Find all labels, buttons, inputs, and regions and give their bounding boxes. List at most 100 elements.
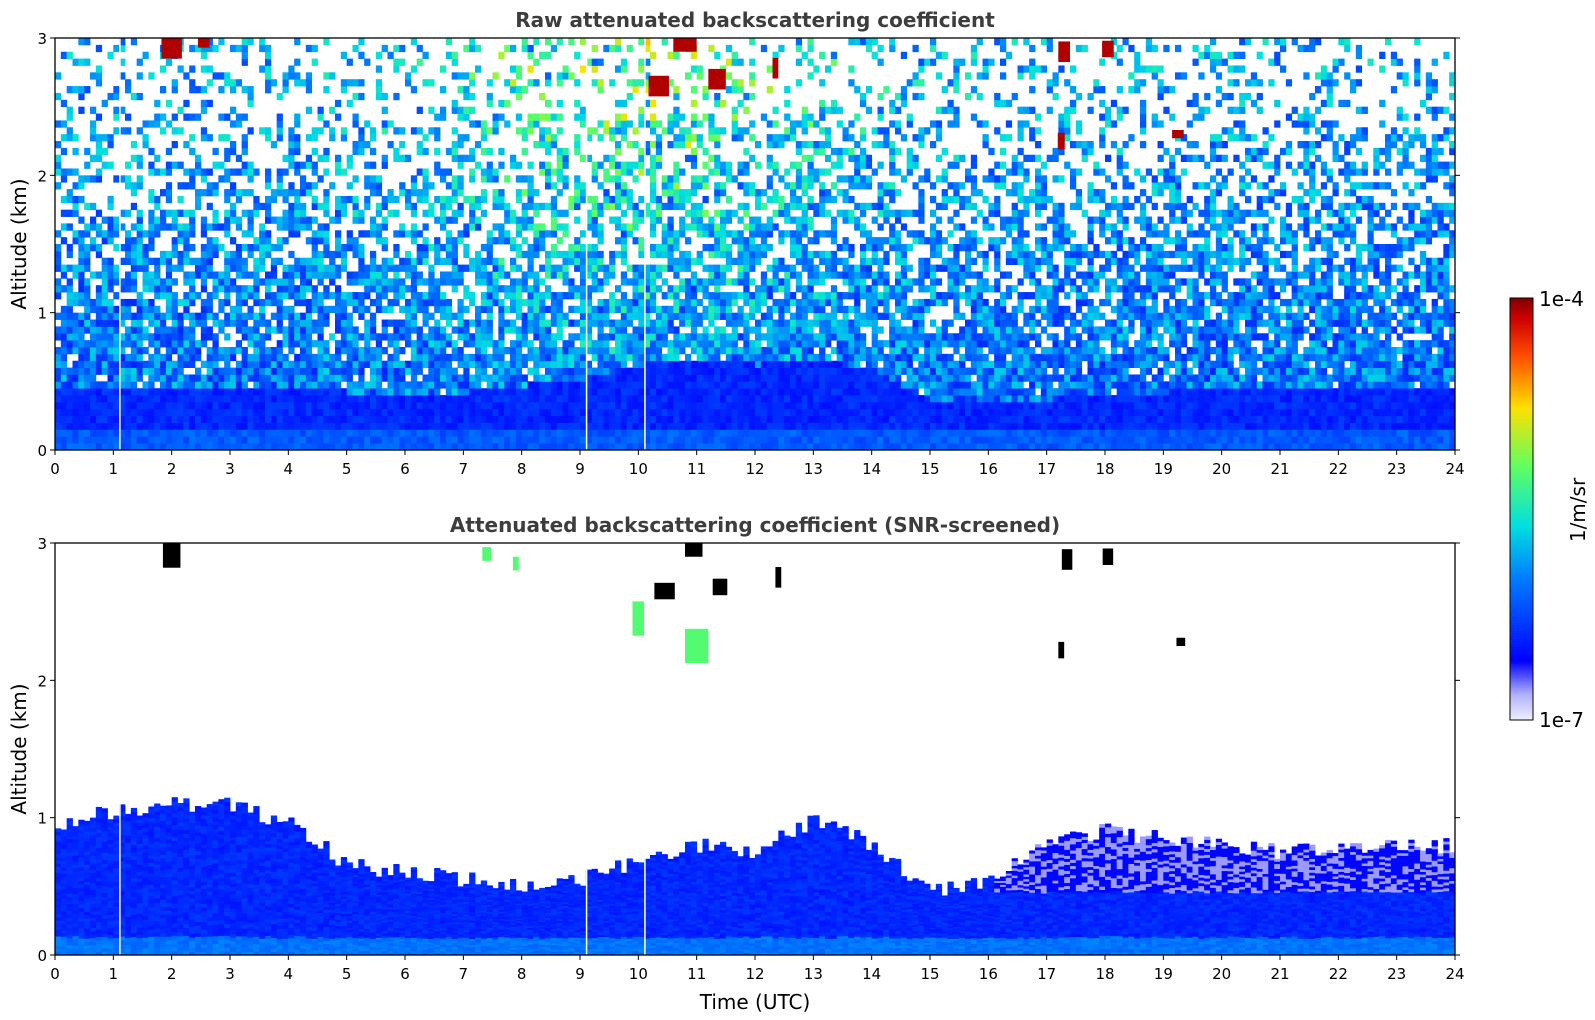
heatmap-cell (638, 395, 645, 403)
heatmap-cell (830, 271, 838, 279)
heatmap-cell (300, 347, 307, 355)
heatmap-cell (737, 312, 744, 320)
heatmap-cell (340, 134, 348, 142)
heatmap-cell (469, 395, 476, 403)
heatmap-cell (550, 319, 558, 327)
heatmap-cell (276, 298, 283, 307)
heatmap-cell (644, 353, 651, 362)
heatmap-cell (504, 292, 511, 300)
heatmap-cell (667, 250, 674, 259)
heatmap-cell (504, 401, 511, 410)
heatmap-cell (416, 381, 423, 389)
heatmap-cell (253, 381, 260, 389)
heatmap-cell (183, 99, 190, 108)
heatmap-cell (125, 436, 132, 444)
heatmap-cell (451, 189, 458, 197)
heatmap-cell (422, 312, 429, 320)
heatmap-cell (445, 408, 453, 417)
heatmap-cell (603, 443, 610, 450)
heatmap-cell (276, 443, 283, 450)
heatmap-cell (270, 326, 278, 334)
heatmap-cell (667, 395, 674, 403)
heatmap-cell (130, 436, 138, 444)
heatmap-cell (667, 237, 674, 245)
heatmap-cell (556, 175, 563, 183)
heatmap-cell (440, 65, 447, 73)
heatmap-cell (55, 381, 62, 389)
heatmap-cell (364, 353, 371, 362)
heatmap-cell (813, 422, 820, 430)
heatmap-cell (370, 189, 377, 197)
heatmap-cell (737, 305, 744, 314)
heatmap-cell (475, 195, 482, 204)
heatmap-cell (790, 408, 797, 417)
heatmap-cell (352, 429, 359, 437)
heatmap-cell (702, 230, 709, 238)
heatmap-cell (451, 422, 458, 430)
heatmap-cell (212, 347, 219, 355)
heatmap-cell (731, 353, 738, 362)
heatmap-cell (685, 264, 692, 272)
heatmap-cell (825, 195, 832, 204)
heatmap-cell (597, 395, 604, 403)
heatmap-cell (457, 374, 464, 382)
heatmap-cell (585, 244, 593, 252)
heatmap-cell (323, 436, 330, 444)
heatmap-cell (749, 38, 756, 46)
heatmap-cell (235, 271, 243, 279)
heatmap-cell (725, 340, 733, 348)
heatmap-cell (778, 312, 785, 320)
heatmap-cell (177, 250, 184, 259)
heatmap-cell (603, 436, 610, 444)
heatmap-cell (119, 305, 126, 314)
heatmap-cell (422, 134, 429, 142)
heatmap-cell (125, 408, 132, 417)
heatmap-cell (364, 401, 371, 410)
heatmap-cell (72, 436, 79, 444)
heatmap-cell (545, 182, 552, 190)
heatmap-cell (125, 367, 132, 375)
heatmap-cell (224, 436, 231, 444)
heatmap-cell (830, 374, 838, 382)
heatmap-cell (749, 374, 756, 382)
heatmap-cell (107, 408, 114, 417)
heatmap-cell (101, 292, 108, 300)
heatmap-cell (305, 86, 313, 94)
heatmap-cell (550, 429, 558, 437)
heatmap-cell (492, 401, 499, 410)
heatmap-cell (574, 99, 581, 108)
heatmap-cell (825, 326, 832, 334)
heatmap-cell (206, 38, 213, 46)
heatmap-cell (235, 312, 243, 320)
heatmap-cell (632, 353, 639, 362)
heatmap-cell (515, 395, 523, 403)
heatmap-cell (784, 381, 791, 389)
heatmap-cell (556, 113, 563, 121)
heatmap-cell (282, 401, 289, 410)
heatmap-cell (749, 230, 756, 238)
heatmap-cell (55, 257, 62, 265)
heatmap-cell (825, 374, 832, 382)
heatmap-cell (650, 244, 657, 252)
heatmap-cell (545, 51, 552, 59)
heatmap-cell (760, 292, 768, 300)
heatmap-cell (72, 395, 79, 403)
heatmap-cell (620, 298, 628, 307)
heatmap-cell (230, 86, 237, 94)
heatmap-cell (399, 401, 406, 410)
heatmap-cell (335, 99, 342, 108)
heatmap-cell (189, 381, 196, 389)
heatmap-cell (568, 415, 575, 423)
heatmap-cell (165, 395, 173, 403)
heatmap-cell (148, 340, 155, 348)
heatmap-cell (107, 92, 114, 101)
heatmap-cell (200, 216, 208, 224)
heatmap-cell (340, 360, 348, 368)
heatmap-cell (113, 271, 120, 279)
heatmap-cell (690, 340, 698, 348)
heatmap-cell (679, 401, 686, 410)
heatmap-cell (766, 141, 773, 149)
heatmap-cell (358, 250, 365, 259)
heatmap-cell (282, 374, 289, 382)
heatmap-cell (620, 333, 628, 341)
